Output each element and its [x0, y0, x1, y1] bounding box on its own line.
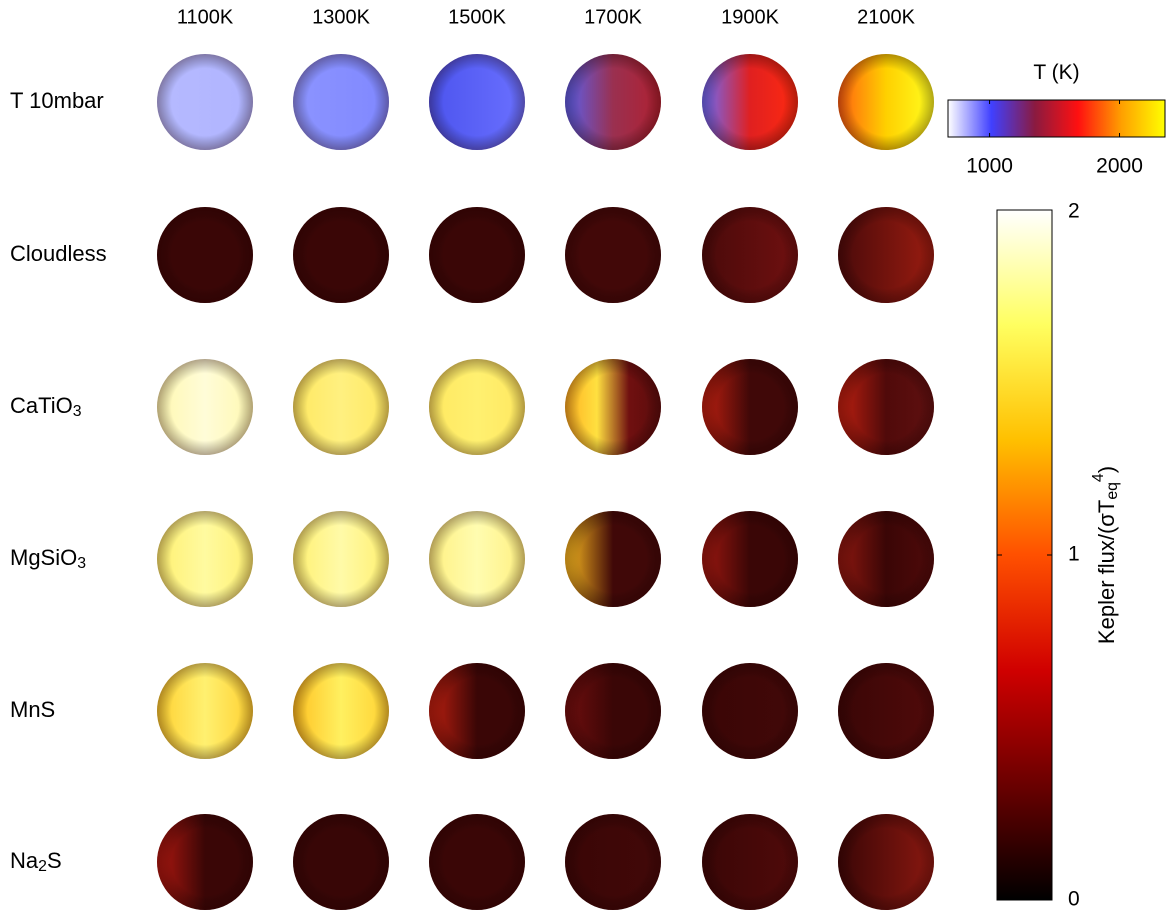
label-part: MgSiO: [10, 545, 77, 570]
disk-limb: [565, 54, 661, 150]
label-part: T (K): [1033, 61, 1079, 84]
disk-limb: [838, 511, 934, 607]
colorbar-label: T (K): [1033, 61, 1079, 84]
tick-label: 1: [1068, 543, 1080, 566]
disk-limb: [157, 207, 253, 303]
colorbar-label: Kepler flux/(σTeq4): [1090, 466, 1121, 644]
column-label: 1900K: [721, 6, 779, 28]
disk-limb: [157, 663, 253, 759]
tick-label: 0: [1068, 888, 1080, 911]
label-part: Kepler flux/(σT: [1094, 500, 1119, 644]
column-label: 1500K: [448, 6, 506, 28]
label-part: T 10mbar: [10, 88, 104, 113]
disk-limb: [565, 663, 661, 759]
disk-limb: [293, 359, 389, 455]
row-label: CaTiO3: [10, 393, 82, 420]
label-part: Cloudless: [10, 241, 107, 266]
disk-limb: [157, 54, 253, 150]
label-part: 4: [1090, 473, 1107, 482]
disk-limb: [293, 207, 389, 303]
label-part: eq: [1104, 482, 1121, 500]
disk-limb: [293, 54, 389, 150]
disk-limb: [838, 207, 934, 303]
row-label: MnS: [10, 697, 55, 722]
disk-limb: [429, 54, 525, 150]
row-label: MgSiO3: [10, 545, 86, 572]
disk-limb: [293, 511, 389, 607]
label-part: 2: [38, 858, 47, 875]
disk-limb: [838, 359, 934, 455]
disk-limb: [702, 663, 798, 759]
label-part: MnS: [10, 697, 55, 722]
tick-label: 2: [1068, 200, 1080, 223]
disk-limb: [702, 814, 798, 910]
disk-limb: [702, 207, 798, 303]
colorbar: [947, 99, 1166, 138]
column-label: 2100K: [857, 6, 915, 28]
label-part: 3: [73, 403, 82, 420]
column-label: 1100K: [177, 6, 234, 28]
disk-limb: [429, 663, 525, 759]
disk-limb: [838, 814, 934, 910]
column-label: 1300K: [312, 6, 370, 28]
tick-label: 1000: [966, 155, 1013, 178]
disk-limb: [157, 814, 253, 910]
row-label: Cloudless: [10, 241, 107, 266]
disk-limb: [565, 511, 661, 607]
row-label: Na2S: [10, 848, 62, 875]
label-part: CaTiO: [10, 393, 73, 418]
disk-limb: [702, 54, 798, 150]
disk-limb: [293, 663, 389, 759]
disk-limb: [429, 814, 525, 910]
disk-limb: [293, 814, 389, 910]
disk-limb: [565, 207, 661, 303]
colorbar: [996, 209, 1053, 901]
column-label: 1700K: [584, 6, 642, 28]
disk-limb: [838, 663, 934, 759]
label-part: Na: [10, 848, 39, 873]
row-label: T 10mbar: [10, 88, 104, 113]
disk-limb: [429, 207, 525, 303]
disk-limb: [429, 359, 525, 455]
disk-limb: [429, 511, 525, 607]
label-part: 3: [77, 555, 86, 572]
disk-limb: [702, 359, 798, 455]
tick-label: 2000: [1096, 155, 1143, 178]
disk-limb: [565, 814, 661, 910]
label-part: ): [1094, 466, 1119, 473]
disk-limb: [157, 359, 253, 455]
disk-limb: [157, 511, 253, 607]
disk-limb: [565, 359, 661, 455]
disk-limb: [838, 54, 934, 150]
label-part: S: [47, 848, 62, 873]
disk-limb: [702, 511, 798, 607]
